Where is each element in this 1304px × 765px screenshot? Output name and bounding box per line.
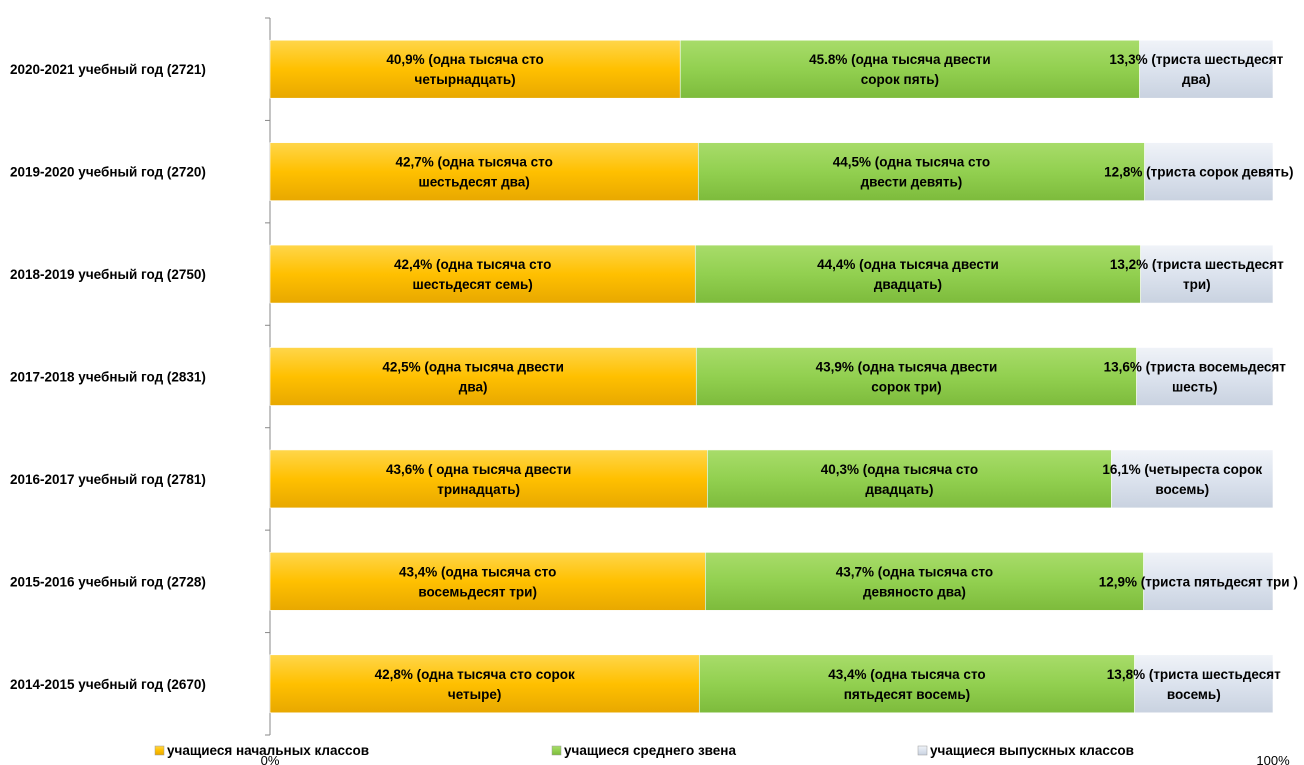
data-label: 42,7% (одна тысяча сто	[395, 155, 552, 170]
data-label: 44,4% (одна тысяча двести	[817, 257, 999, 272]
data-label: 13,6% (триста восемьдесят	[1104, 360, 1287, 375]
data-label: четыре)	[448, 687, 502, 702]
data-labels-layer: 40,9% (одна тысяча сто четырнадцать) 45.8%…	[375, 52, 1298, 702]
bar-segment	[697, 142, 1145, 201]
data-label: 40,9% (одна тысяча сто	[386, 52, 543, 67]
data-label: двести девять)	[861, 175, 963, 190]
legend-label: учащиеся среднего звена	[564, 743, 736, 758]
data-label: три)	[1183, 277, 1211, 292]
bar-segment	[269, 142, 699, 201]
x-tick-label: 100%	[1256, 753, 1290, 765]
data-label: 16,1% (четыреста сорок	[1102, 462, 1262, 477]
data-label: 12,9% (триста пятьдесят три )	[1099, 574, 1298, 589]
category-label: 2020-2021 учебный год (2721)	[10, 62, 206, 77]
data-label: 13,3% (триста шестьдесят	[1109, 52, 1283, 67]
category-label: 2018-2019 учебный год (2750)	[10, 267, 206, 282]
bar-segment	[1134, 654, 1274, 714]
legend-label: учащиеся выпускных классов	[930, 743, 1134, 758]
data-label: двадцать)	[874, 277, 942, 292]
legend-swatch	[551, 745, 562, 756]
data-label: 43,9% (одна тысяча двести	[816, 360, 998, 375]
legend-swatch	[917, 745, 928, 756]
data-label: сорок пять)	[861, 72, 939, 87]
data-label: 43,4% (одна тысяча сто	[828, 667, 985, 682]
data-label: два)	[459, 380, 488, 395]
data-label: девяносто два)	[863, 584, 966, 599]
data-label: 42,5% (одна тысяча двести	[382, 360, 564, 375]
data-label: 13,2% (триста шестьдесят	[1110, 257, 1284, 272]
data-label: 45.8% (одна тысяча двести	[809, 52, 991, 67]
axis-layer: 2020-2021 учебный год (2721) 2019-2020 уч…	[10, 17, 1290, 765]
bar-segment	[1140, 244, 1274, 304]
data-label: восемьдесят три)	[418, 584, 537, 599]
x-tick-label: 0%	[261, 753, 280, 765]
bar-segment	[1136, 347, 1274, 406]
data-label: двадцать)	[865, 482, 933, 497]
data-label: 43,6% ( одна тысяча двести	[386, 462, 571, 477]
data-label: четырнадцать)	[415, 72, 516, 87]
bars-layer	[269, 39, 1274, 714]
data-label: два)	[1182, 72, 1211, 87]
bar-segment	[269, 39, 681, 99]
bar-segment	[707, 449, 1112, 509]
data-label: 42,4% (одна тысяча сто	[394, 257, 551, 272]
data-label: 42,8% (одна тысяча сто сорок	[375, 667, 575, 682]
data-label: 43,4% (одна тысяча сто	[399, 564, 556, 579]
category-label: 2019-2020 учебный год (2720)	[10, 165, 206, 180]
data-label: восемь)	[1155, 482, 1209, 497]
data-label: восемь)	[1167, 687, 1221, 702]
legend: учащиеся начальных классов учащиеся средн…	[154, 743, 1134, 758]
category-label: 2014-2015 учебный год (2670)	[10, 677, 206, 692]
data-label: пятьдесят восемь)	[844, 687, 970, 702]
data-label: 13,8% (триста шестьдесят	[1107, 667, 1281, 682]
bar-segment	[269, 654, 700, 714]
data-label: сорок три)	[871, 380, 941, 395]
data-label: шесть)	[1172, 380, 1218, 395]
bar-segment	[1111, 449, 1274, 509]
bar-segment	[1144, 142, 1274, 201]
bar-segment	[698, 654, 1135, 714]
data-label: 43,7% (одна тысяча сто	[836, 564, 993, 579]
data-label: 40,3% (одна тысяча сто	[821, 462, 978, 477]
data-label: тринадцать)	[437, 482, 520, 497]
category-label: 2017-2018 учебный год (2831)	[10, 370, 206, 385]
category-label: 2015-2016 учебный год (2728)	[10, 574, 206, 589]
category-label: 2016-2017 учебный год (2781)	[10, 472, 206, 487]
legend-label: учащиеся начальных классов	[167, 743, 369, 758]
bar-segment	[269, 244, 696, 304]
bar-segment	[1139, 39, 1274, 99]
bar-segment	[695, 347, 1137, 406]
bar-segment	[694, 244, 1141, 304]
legend-swatch	[154, 745, 165, 756]
data-label: 12,8% (триста сорок девять)	[1104, 165, 1293, 180]
data-label: шестьдесят два)	[418, 175, 529, 190]
data-label: 44,5% (одна тысяча сто	[833, 155, 990, 170]
bar-segment	[269, 552, 706, 611]
bar-segment	[269, 347, 697, 406]
data-label: шестьдесят семь)	[412, 277, 532, 292]
bar-segment	[679, 39, 1140, 99]
bar-segment	[269, 449, 708, 509]
bar-segment	[1143, 552, 1274, 611]
bar-segment	[705, 552, 1144, 611]
